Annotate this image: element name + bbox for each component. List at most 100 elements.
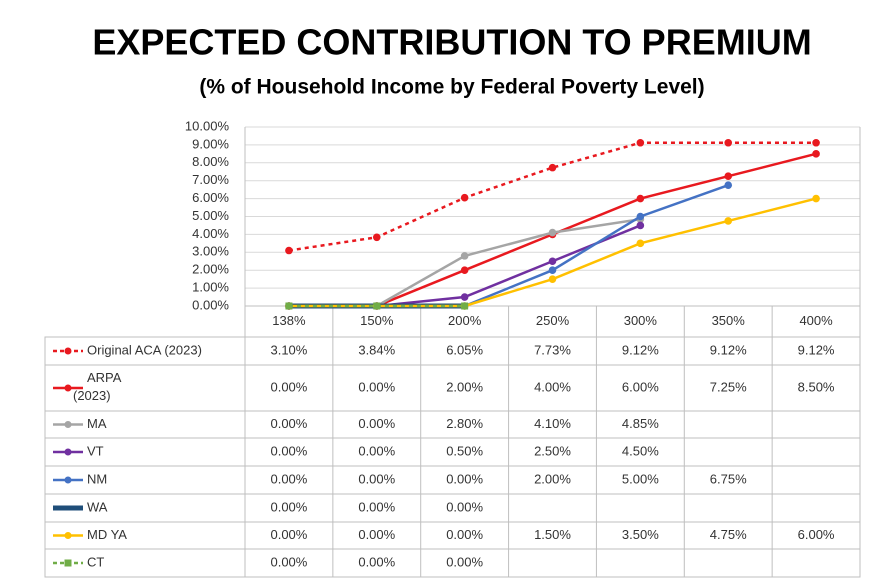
- point: [636, 239, 645, 248]
- legend-marker: [64, 476, 72, 484]
- point: [724, 217, 733, 225]
- table-cell: 0.00%: [270, 527, 307, 542]
- point: [372, 233, 381, 242]
- table-cell: 2.50%: [534, 443, 571, 458]
- point: [285, 246, 293, 255]
- legend-label: NM: [87, 471, 107, 486]
- point: [812, 138, 820, 147]
- x-tick-label: 400%: [799, 313, 833, 328]
- point: [460, 252, 469, 260]
- x-tick-label: 200%: [448, 313, 482, 328]
- table-cell: 4.75%: [710, 527, 747, 542]
- legend-marker: [64, 347, 72, 355]
- point: [724, 181, 733, 189]
- table-cell: 0.00%: [270, 499, 307, 514]
- series-line: [288, 217, 641, 308]
- legend-marker: [64, 421, 72, 428]
- table-cell: 4.10%: [534, 416, 571, 431]
- table-cell: 0.00%: [358, 443, 395, 458]
- point: [812, 150, 820, 158]
- legend-label: WA: [87, 499, 108, 514]
- legend-marker: [64, 559, 72, 567]
- table-cell: 1.50%: [534, 527, 571, 542]
- table-cell: 0.00%: [358, 527, 395, 542]
- table-cell: 0.00%: [446, 527, 483, 542]
- table-cell: 7.25%: [710, 379, 747, 394]
- legend-label: CT: [87, 554, 104, 569]
- table-cell: 0.00%: [358, 499, 395, 514]
- point: [636, 212, 645, 221]
- table-cell: 9.12%: [622, 342, 659, 357]
- y-tick-label: 7.00%: [192, 172, 229, 187]
- point: [812, 194, 820, 203]
- y-tick-label: 5.00%: [192, 208, 229, 223]
- legend-label: MD YA: [87, 527, 127, 542]
- y-tick-label: 10.00%: [185, 118, 230, 133]
- point: [548, 163, 557, 172]
- table-cell: 3.10%: [270, 342, 307, 357]
- table-cell: 7.73%: [534, 342, 571, 357]
- table-cell: 0.00%: [270, 416, 307, 431]
- y-tick-label: 2.00%: [192, 262, 229, 277]
- point: [461, 302, 469, 310]
- y-tick-label: 1.00%: [192, 280, 229, 295]
- table-cell: 6.05%: [446, 342, 483, 357]
- table-cell: 2.00%: [446, 379, 483, 394]
- y-tick-label: 8.00%: [192, 154, 229, 169]
- table-cell: 8.50%: [798, 379, 835, 394]
- table-cell: 0.00%: [446, 471, 483, 486]
- point: [724, 172, 733, 181]
- point: [724, 138, 733, 147]
- legend-marker: [64, 384, 72, 392]
- point: [460, 293, 469, 301]
- table-cell: 0.00%: [358, 416, 395, 431]
- table-cell: 9.12%: [798, 342, 835, 357]
- point: [460, 193, 469, 202]
- legend-label: MA: [87, 416, 107, 431]
- table-cell: 0.00%: [270, 379, 307, 394]
- chart-title: EXPECTED CONTRIBUTION TO PREMIUM: [92, 22, 811, 63]
- y-tick-label: 3.00%: [192, 244, 229, 259]
- table-cell: 0.50%: [446, 443, 483, 458]
- table-cell: 0.00%: [358, 554, 395, 569]
- table-cell: 0.00%: [270, 443, 307, 458]
- table-cell: 0.00%: [446, 554, 483, 569]
- y-tick-label: 6.00%: [192, 190, 229, 205]
- point: [548, 257, 557, 266]
- table-cell: 0.00%: [270, 554, 307, 569]
- x-tick-label: 150%: [360, 313, 394, 328]
- table-cell: 6.00%: [798, 527, 835, 542]
- table-cell: 4.50%: [622, 443, 659, 458]
- table-cell: 0.00%: [358, 379, 395, 394]
- y-tick-label: 9.00%: [192, 136, 229, 151]
- table-cell: 6.75%: [710, 471, 747, 486]
- table-cell: 2.80%: [446, 416, 483, 431]
- legend-marker: [64, 532, 72, 539]
- y-tick-label: 0.00%: [192, 297, 229, 312]
- table-cell: 0.00%: [446, 499, 483, 514]
- point: [285, 302, 293, 310]
- point: [548, 275, 557, 283]
- table-cell: 3.50%: [622, 527, 659, 542]
- table-cell: 3.84%: [358, 342, 395, 357]
- x-tick-label: 138%: [272, 313, 306, 328]
- point: [548, 266, 557, 275]
- x-tick-label: 350%: [712, 313, 746, 328]
- point: [373, 302, 381, 310]
- table-cell: 2.00%: [534, 471, 571, 486]
- chart-subtitle: (% of Household Income by Federal Povert…: [199, 76, 704, 99]
- x-tick-label: 300%: [624, 313, 658, 328]
- point: [636, 138, 645, 147]
- table-cell: 6.00%: [622, 379, 659, 394]
- y-tick-label: 4.00%: [192, 226, 229, 241]
- table-cell: 4.00%: [534, 379, 571, 394]
- legend-marker: [64, 448, 72, 456]
- legend-label: Original ACA (2023): [87, 342, 202, 357]
- table-cell: 0.00%: [270, 471, 307, 486]
- table-cell: 0.00%: [358, 471, 395, 486]
- x-tick-label: 250%: [536, 313, 570, 328]
- point: [548, 228, 557, 237]
- table-cell: 9.12%: [710, 342, 747, 357]
- point: [636, 194, 645, 203]
